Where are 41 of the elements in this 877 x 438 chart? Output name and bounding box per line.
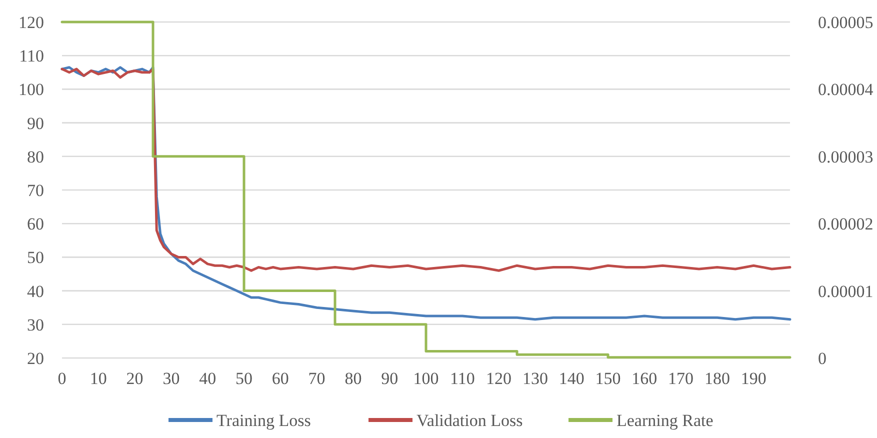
y-tick-label: 120 — [18, 12, 44, 32]
x-tick-label: 10 — [90, 369, 107, 388]
legend-label: Validation Loss — [416, 411, 523, 430]
x-tick-label: 80 — [344, 369, 362, 388]
y-tick-label: 40 — [27, 282, 44, 301]
legend-label: Learning Rate — [616, 411, 714, 430]
y2-tick-label: 0.00004 — [818, 80, 874, 100]
x-tick-label: 120 — [486, 369, 512, 388]
y-tick-label: 50 — [27, 248, 44, 268]
x-tick-label: 0 — [58, 369, 66, 388]
x-tick-label: 20 — [126, 369, 144, 388]
x-tick-label: 110 — [450, 369, 475, 388]
y2-tick-label: 0.00003 — [818, 147, 874, 166]
line-series — [60, 68, 792, 272]
x-tick-label: 100 — [413, 369, 439, 388]
x-tick-label: 40 — [199, 369, 216, 388]
y2-tick-label: 0.00001 — [818, 282, 874, 301]
x-tick-label: 50 — [236, 369, 252, 388]
y-tick-label: 80 — [27, 147, 44, 166]
x-tick-label: 160 — [632, 369, 658, 388]
y-tick-label: 20 — [27, 348, 44, 368]
x-tick-label: 30 — [162, 369, 180, 388]
x-tick-label: 70 — [308, 369, 326, 388]
y-tick-label: 70 — [27, 180, 44, 200]
x-tick-label: 170 — [668, 369, 694, 388]
x-tick-label: 190 — [740, 369, 766, 388]
y2-tick-label: 0.00005 — [818, 12, 874, 32]
y2-tick-label: 0 — [818, 348, 826, 368]
x-tick-label: 150 — [595, 369, 621, 388]
legend-label: Training Loss — [216, 411, 311, 430]
y-tick-label: 110 — [19, 46, 44, 66]
x-tick-label: 180 — [704, 369, 730, 388]
y-tick-label: 100 — [18, 80, 44, 100]
y-tick-label: 60 — [27, 214, 44, 234]
x-tick-label: 130 — [522, 369, 548, 388]
y2-tick-label: 0.00002 — [818, 214, 874, 234]
x-tick-label: 140 — [558, 369, 584, 388]
y-tick-label: 90 — [27, 114, 44, 133]
x-tick-label: 90 — [381, 369, 398, 388]
x-tick-label: 60 — [272, 369, 289, 388]
y-tick-label: 30 — [27, 315, 44, 334]
